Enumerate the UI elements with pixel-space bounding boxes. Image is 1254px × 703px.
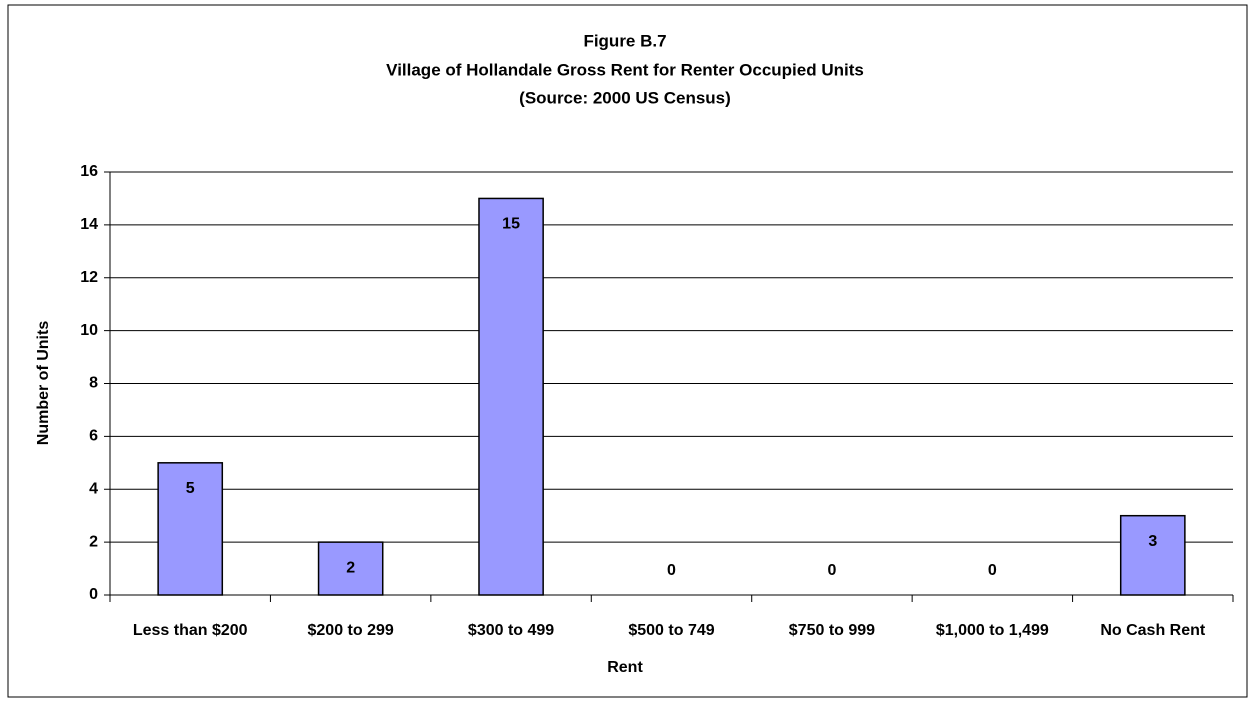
- bar: [478, 197, 544, 596]
- y-tick-label: 6: [89, 428, 98, 445]
- y-tick-label: 8: [89, 375, 98, 392]
- data-label: 3: [1148, 533, 1157, 550]
- y-tick-label: 10: [80, 322, 98, 339]
- x-tick-label: $1,000 to 1,499: [936, 622, 1049, 639]
- x-tick-label: No Cash Rent: [1100, 622, 1206, 639]
- y-axis-title: Number of Units: [35, 321, 52, 446]
- data-label: 0: [988, 562, 997, 579]
- x-tick-label: $500 to 749: [628, 622, 714, 639]
- y-tick-label: 2: [89, 533, 98, 550]
- data-label: 0: [667, 562, 676, 579]
- y-tick-label: 4: [89, 480, 98, 497]
- y-tick-label: 16: [80, 163, 98, 180]
- bar: [317, 541, 384, 596]
- x-tick-label: $750 to 999: [789, 622, 875, 639]
- chart-subtitle: (Source: 2000 US Census): [519, 88, 731, 107]
- data-label: 2: [346, 559, 355, 576]
- bar: [157, 462, 224, 596]
- chart-subtitle: Village of Hollandale Gross Rent for Ren…: [386, 60, 864, 79]
- y-tick-label: 0: [89, 586, 98, 603]
- data-label: 0: [827, 562, 836, 579]
- x-axis-title: Rent: [607, 659, 643, 676]
- data-label: 15: [502, 216, 520, 233]
- chart-title: Figure B.7: [583, 31, 666, 50]
- data-label: 5: [186, 480, 195, 497]
- bar: [1119, 514, 1186, 596]
- y-tick-label: 12: [80, 269, 98, 286]
- y-tick-label: 14: [80, 216, 98, 233]
- x-tick-label: $200 to 299: [308, 622, 394, 639]
- x-tick-label: $300 to 499: [468, 622, 554, 639]
- x-tick-label: Less than $200: [133, 622, 248, 639]
